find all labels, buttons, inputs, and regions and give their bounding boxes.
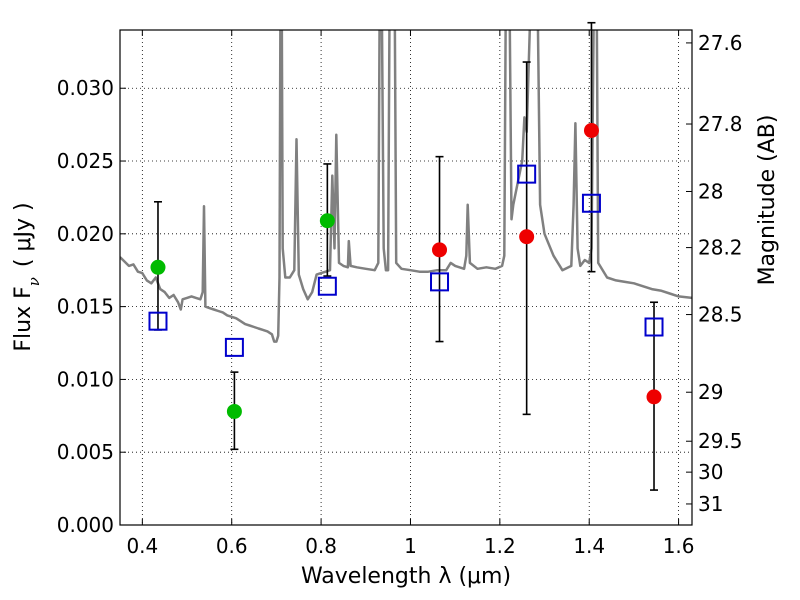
right-axis-label: Magnitude (AB) bbox=[755, 115, 780, 286]
y-tick-labels: 0.000 0.005 0.010 0.015 0.020 0.025 0.030 bbox=[57, 76, 114, 537]
spectrum-line bbox=[120, 30, 692, 343]
y-axis-label-unit: ( μJy ) bbox=[11, 202, 36, 267]
model-point bbox=[644, 317, 664, 337]
x-tick-label: 1 bbox=[404, 534, 417, 558]
y-tick-label: 0.005 bbox=[57, 440, 114, 464]
model-point bbox=[581, 193, 601, 213]
magnitude-tick-label: 28.5 bbox=[698, 303, 743, 327]
observed-point bbox=[226, 403, 242, 419]
y-axis-label-subscript: ν bbox=[25, 277, 43, 286]
model-points bbox=[148, 164, 664, 357]
magnitude-tick-label: 28 bbox=[698, 179, 723, 203]
y-tick-label: 0.000 bbox=[57, 513, 114, 537]
model-point bbox=[517, 164, 537, 184]
magnitude-tick-label: 27.8 bbox=[698, 112, 743, 136]
observed-point bbox=[583, 122, 599, 138]
model-point bbox=[224, 337, 244, 357]
model-point bbox=[317, 276, 337, 296]
magnitude-tick-label: 31 bbox=[698, 492, 723, 516]
observed-point bbox=[646, 389, 662, 405]
magnitude-tick-label: 30 bbox=[698, 460, 723, 484]
ticks bbox=[120, 30, 692, 526]
y-tick-label: 0.010 bbox=[57, 367, 114, 391]
observed-point bbox=[319, 213, 335, 229]
observed-point bbox=[150, 259, 166, 275]
model-point bbox=[148, 311, 168, 331]
y-tick-label: 0.025 bbox=[57, 149, 114, 173]
y-tick-label: 0.020 bbox=[57, 222, 114, 246]
x-tick-label: 1.2 bbox=[484, 534, 516, 558]
plot-frame bbox=[119, 29, 693, 526]
y-tick-label: 0.015 bbox=[57, 295, 114, 319]
x-tick-label: 1.4 bbox=[573, 534, 605, 558]
spectrum-layer bbox=[120, 30, 692, 343]
magnitude-tick-label: 27.6 bbox=[698, 31, 743, 55]
magnitude-tick-label: 28.2 bbox=[698, 236, 743, 260]
magnitude-tick-labels: 27.6 27.8 28 28.2 28.5 29 29.5 30 31 bbox=[698, 31, 743, 516]
x-axis-label: Wavelength λ (μm) bbox=[301, 564, 511, 589]
observed-point bbox=[519, 229, 535, 245]
x-tick-label: 0.8 bbox=[305, 534, 337, 558]
model-point bbox=[430, 272, 450, 292]
magnitude-tick-label: 29.5 bbox=[698, 429, 743, 453]
x-tick-label: 0.6 bbox=[216, 534, 248, 558]
x-tick-label: 1.6 bbox=[663, 534, 695, 558]
x-tick-label: 0.4 bbox=[126, 534, 158, 558]
error-bars bbox=[153, 21, 659, 491]
x-tick-labels: 0.4 0.6 0.8 1 1.2 1.4 1.6 bbox=[126, 534, 694, 558]
observed-points bbox=[150, 122, 662, 419]
y-axis-label-text: Flux F bbox=[11, 286, 36, 351]
observed-point bbox=[432, 242, 448, 258]
y-tick-label: 0.030 bbox=[57, 76, 114, 100]
magnitude-tick-label: 29 bbox=[698, 380, 723, 404]
y-axis-label: Flux Fν ( μJy ) bbox=[11, 202, 43, 351]
